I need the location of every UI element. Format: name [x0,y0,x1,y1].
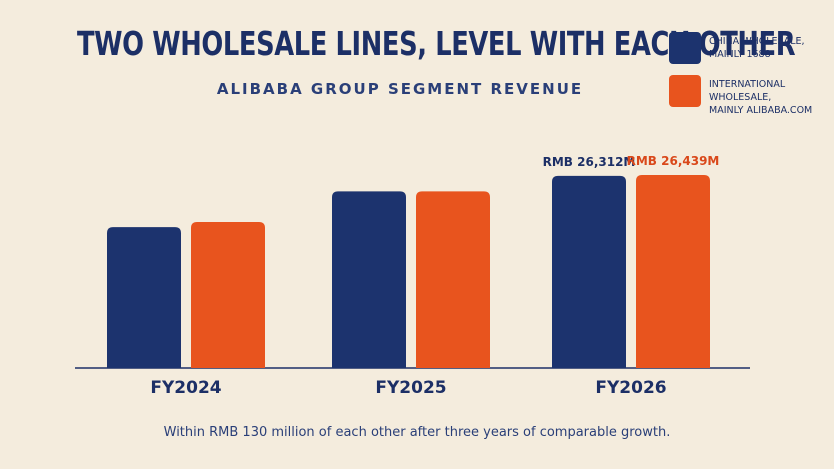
bar-fy2026-series-1 [636,175,710,368]
data-label: RMB 26,439M [627,154,720,168]
legend-label-international-wholesale: INTERNATIONAL WHOLESALE, MAINLY ALIBABA.… [709,78,834,117]
chart-subtitle: ALIBABA GROUP SEGMENT REVENUE [216,80,584,98]
legend-swatch-international-wholesale [669,75,701,107]
bar-fy2024-series-1 [191,222,265,368]
legend-label-line: MAINLY ALIBABA.COM [709,105,813,116]
x-tick-label: FY2026 [595,378,666,398]
legend-swatch-china-wholesale [669,32,701,64]
bar-fy2025-series-0 [332,191,406,368]
legend-label-china-wholesale: CHINA WHOLESALE, MAINLY 1688 [709,35,834,61]
bar-fy2026-series-0 [552,175,626,368]
bar-fy2025-series-1 [416,191,490,368]
legend-label-line: CHINA WHOLESALE, [709,36,805,47]
legend-label-line: MAINLY 1688 [709,49,771,60]
legend-item-china-wholesale: CHINA WHOLESALE, MAINLY 1688 [669,32,829,64]
legend-label-line: INTERNATIONAL WHOLESALE, [709,79,786,103]
chart-caption: Within RMB 130 million of each other aft… [163,425,671,440]
bar-fy2024-series-0 [107,227,181,368]
legend-item-international-wholesale: INTERNATIONAL WHOLESALE, MAINLY ALIBABA.… [669,75,829,116]
x-tick-label: FY2024 [150,378,221,398]
x-tick-label: FY2025 [375,378,446,398]
data-label: RMB 26,312M [543,155,636,169]
